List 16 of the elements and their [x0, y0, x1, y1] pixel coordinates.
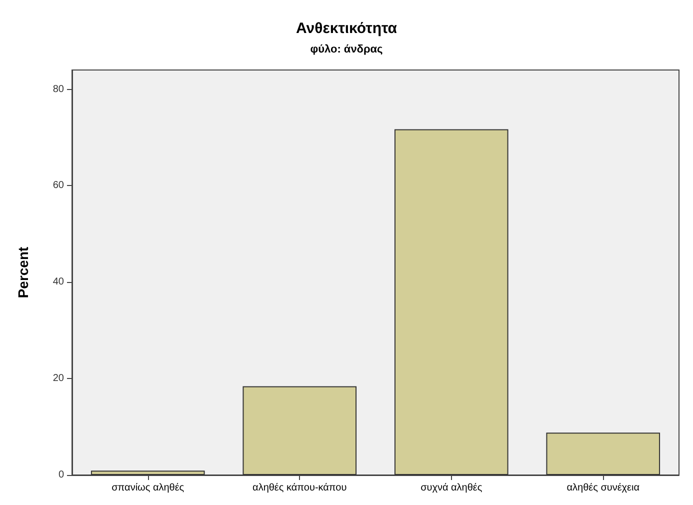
chart-subtitle: φύλο: άνδρας [310, 44, 384, 56]
y-axis-title: Percent [15, 246, 31, 298]
y-tick-label: 40 [52, 276, 64, 288]
chart-title: Ανθεκτικότητα [296, 20, 398, 37]
y-tick-label: 20 [52, 373, 64, 384]
bar [394, 129, 508, 475]
x-tick-label: αληθές συνέχεια [566, 482, 640, 494]
y-tick-label: 0 [58, 470, 64, 480]
x-tick-label: αληθές κάπου-κάπου [252, 482, 347, 494]
x-tick-label: συχνά αληθές [420, 482, 482, 494]
bar [546, 432, 660, 475]
y-tick-label: 80 [52, 84, 64, 95]
bar [90, 470, 205, 475]
y-tick-label: 60 [52, 180, 64, 192]
bar [242, 386, 357, 475]
x-tick-label: σπανίως αληθές [112, 482, 184, 494]
